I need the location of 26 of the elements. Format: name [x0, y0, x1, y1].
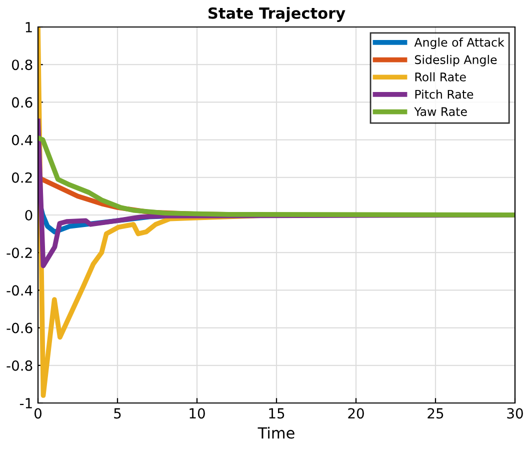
line-series	[38, 135, 515, 218]
x-axis-title: Time	[258, 426, 294, 439]
x-tick-label: 0	[34, 408, 42, 419]
y-tick-label: -1	[20, 398, 32, 408]
legend-label: Roll Rate	[415, 72, 466, 82]
y-tick-label: 0.2	[12, 172, 32, 183]
y-tick-label: -0.2	[6, 248, 32, 258]
legend-label: Angle of Attack	[414, 38, 504, 50]
legend-label: Sideslip Angle	[414, 54, 497, 66]
y-tick-label: -0.8	[6, 360, 32, 371]
y-tick-label: -0.4	[6, 285, 32, 296]
x-tick-label: 30	[507, 408, 523, 419]
legend-label: Yaw Rate	[414, 107, 467, 116]
y-tick-label: 0.8	[12, 60, 32, 70]
y-tick-label: 0.4	[12, 134, 32, 146]
chart-title: State Trajectory	[208, 7, 346, 22]
x-tick-label: 20	[348, 408, 364, 419]
legend-label: Pitch Rate	[415, 90, 474, 99]
x-tick-label: 10	[190, 408, 205, 419]
y-tick-label: 1	[26, 22, 32, 32]
y-tick-label: 0.6	[12, 97, 32, 108]
x-tick-label: 25	[428, 408, 444, 419]
y-tick-label: -0.6	[6, 322, 32, 334]
x-tick-label: 15	[269, 408, 284, 419]
x-tick-label: 5	[114, 408, 121, 419]
y-tick-label: 0	[25, 210, 32, 220]
